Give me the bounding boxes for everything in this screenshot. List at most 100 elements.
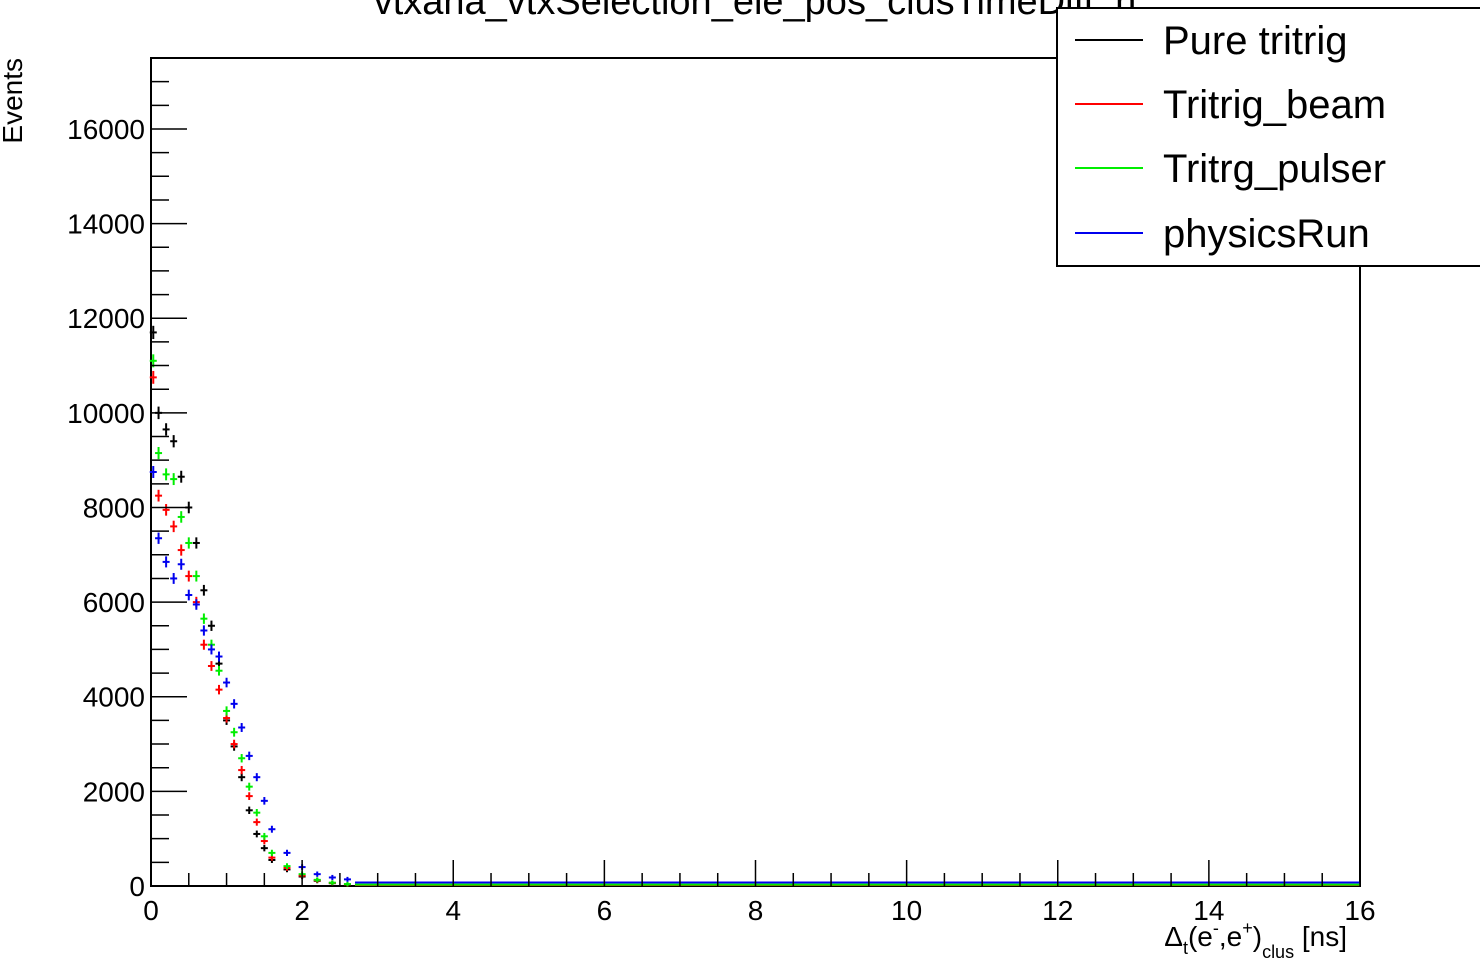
data-point [177,558,185,570]
data-point [223,677,231,688]
y-tick-label: 16000 [67,114,145,145]
data-point [223,706,231,716]
series-physicsrun [149,466,1360,884]
data-point [200,625,208,636]
x-tick-label: 8 [748,895,764,926]
data-point [328,874,336,881]
data-point [283,849,291,857]
data-point [162,423,170,436]
x-tick-label: 10 [891,895,922,926]
x-tick-label: 14 [1193,895,1224,926]
data-point [215,665,223,676]
data-point [343,876,351,882]
y-tick-label: 0 [129,871,145,902]
legend-label-tritrig-beam: Tritrig_beam [1163,83,1386,127]
x-tick-label: 2 [294,895,310,926]
data-point [200,584,208,596]
legend-entry-tritrig-beam: Tritrig_beam [1075,83,1386,127]
data-point [283,863,291,870]
data-point [253,818,261,826]
data-point [149,466,157,478]
y-tick-label: 10000 [67,398,145,429]
data-point [207,661,215,671]
x-axis-title: Δt(e-,e+)clus [ns] [1164,918,1347,962]
y-tick-label: 12000 [67,303,145,334]
data-point [170,573,178,584]
data-point [260,832,268,840]
data-point [162,504,170,516]
data-point [177,470,185,483]
data-point [162,468,170,481]
data-point [245,792,253,800]
data-point [149,325,157,340]
tick-layer: 0 2 4 6 8 10 12 14 16 0 2000 4000 6000 8000 10000 12000… [67,57,1376,926]
data-point [245,782,253,791]
x-axis-title-delta: Δ [1164,921,1183,952]
data-point [313,871,321,877]
data-point [207,620,215,631]
x-axis-title-plus-sup: + [1242,918,1253,938]
data-point [170,435,178,448]
y-axis-title: Events [0,58,28,144]
x-tick-label: 16 [1344,895,1375,926]
data-point [155,532,163,544]
data-point [253,808,261,817]
data-point [238,765,246,775]
data-point [313,877,321,883]
x-axis-title-unit: [ns] [1294,921,1347,952]
data-point [200,613,208,624]
y-tick-label: 8000 [83,492,145,523]
data-point [238,723,246,732]
data-point [268,825,276,833]
y-tick-label: 14000 [67,209,145,240]
legend-entry-tritrg-pulser: Tritrg_pulser [1075,147,1386,191]
data-point [253,773,261,782]
legend-label-physicsrun: physicsRun [1163,212,1370,256]
data-point [162,556,170,568]
x-tick-label: 6 [597,895,613,926]
data-point [177,511,185,523]
x-axis-title-paren-close: ) [1253,921,1262,952]
legend-label-tritrg-pulser: Tritrg_pulser [1163,147,1386,191]
series-tritrig-beam [149,370,1360,887]
data-point [343,881,351,887]
data-point [268,849,276,857]
data-point [215,651,223,662]
data-point [328,880,336,886]
data-point [170,473,178,486]
data-point [192,599,200,610]
y-tick-label: 6000 [83,587,145,618]
data-point [215,684,223,695]
data-point [192,537,200,549]
x-tick-label: 4 [445,895,461,926]
x-tick-label: 0 [143,895,159,926]
chart-title: vtxana_vtxSelection_ele_pos_clusTimeDiff… [374,0,1137,23]
legend-entry-physicsrun: physicsRun [1075,212,1370,256]
data-point [149,370,157,384]
data-point [155,489,163,502]
x-axis-title-comma: ,e [1219,921,1242,952]
data-point [245,806,253,815]
data-point [170,520,178,533]
legend-box [1056,7,1480,267]
series-tritrg-pulser [149,354,1360,887]
data-point [177,544,185,556]
data-point [253,830,261,838]
data-point [192,570,200,582]
x-axis-title-minus-sup: - [1213,918,1219,938]
x-axis-title-delta-sub: t [1183,938,1188,958]
series-pure-tritrig [149,325,1360,887]
data-point [185,589,193,601]
data-point [260,844,268,852]
data-point [245,751,253,761]
x-axis-title-paren-open: (e [1188,921,1213,952]
data-point [155,447,163,460]
data-point [230,739,238,749]
y-tick-label: 4000 [83,682,145,713]
legend: Pure tritrig Tritrig_beam Tritrg_pulser … [1056,7,1480,267]
series-layer [149,325,1360,887]
x-axis-title-sub: clus [1262,942,1294,962]
data-point [185,570,193,582]
data-point [238,773,246,782]
legend-label-pure-tritrig: Pure tritrig [1163,19,1348,63]
